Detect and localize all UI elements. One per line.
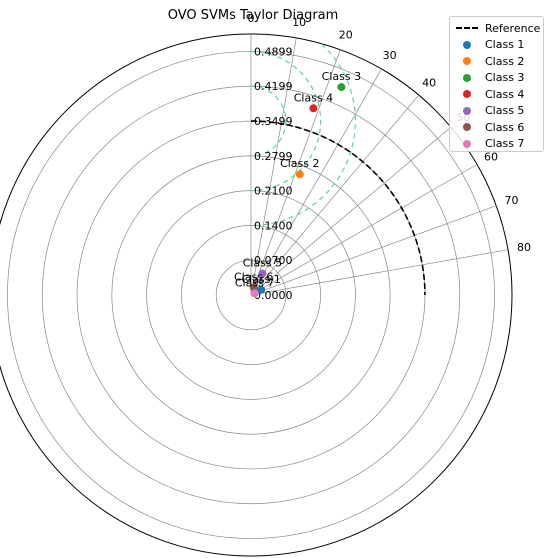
angle-spoke (250, 68, 382, 296)
legend-item-class-3: Class 3 (455, 70, 538, 87)
data-point-class-1 (257, 285, 266, 294)
legend-swatch (455, 122, 479, 132)
angle-tick-label: 30 (383, 49, 397, 62)
legend-swatch (455, 139, 479, 149)
legend-label: Class 3 (485, 71, 525, 85)
data-point-class-2 (295, 170, 304, 179)
chart-title: OVO SVMs Taylor Diagram (168, 8, 339, 23)
data-points (249, 83, 346, 298)
radial-tick-labels: 0.00000.07000.14000.21000.27990.34990.41… (254, 45, 293, 302)
radial-tick-label: 0.0700 (254, 254, 293, 267)
reference-arc (250, 120, 426, 296)
legend: Reference Class 1 Class 2 Class 3 Class 4 Cl… (449, 16, 544, 152)
angle-spoke (250, 49, 341, 296)
radial-tick-label: 0.4899 (254, 45, 293, 58)
data-point-label: Class 1 (241, 273, 280, 286)
legend-swatch (455, 106, 479, 116)
polar-grid (0, 33, 513, 557)
angle-spoke (250, 37, 297, 296)
angle-tick-label: 60 (484, 150, 498, 163)
angle-tick-label: 40 (422, 77, 436, 90)
rms-contours (250, 43, 357, 227)
rms-contour (250, 43, 357, 227)
legend-label: Class 2 (485, 54, 525, 68)
data-point-label: Class 6 (234, 271, 273, 284)
legend-item-class-1: Class 1 (455, 37, 538, 54)
legend-item-class-4: Class 4 (455, 86, 538, 103)
data-point-label: Class 3 (322, 70, 361, 83)
angle-spoke (250, 126, 452, 296)
data-point-label: Class 4 (294, 91, 333, 104)
angle-spoke (250, 164, 478, 296)
angle-tick-label: 10 (292, 16, 306, 29)
legend-reference-swatch (455, 23, 479, 33)
radial-tick-label: 0.3499 (254, 115, 293, 128)
legend-swatch (455, 73, 479, 83)
data-point-class-3 (337, 83, 346, 92)
legend-item-reference: Reference (455, 20, 541, 37)
legend-swatch (455, 40, 479, 50)
legend-item-class-2: Class 2 (455, 53, 538, 70)
radial-tick-label: 0.1400 (254, 219, 293, 232)
rms-contour (250, 85, 287, 157)
radial-tick-label: 0.2799 (254, 150, 293, 163)
data-point-label: Class 5 (243, 256, 282, 269)
data-point-label: Class 7 (235, 276, 274, 289)
legend-label: Class 7 (485, 137, 525, 151)
angle-tick-label: 20 (339, 29, 353, 42)
legend-swatch (455, 89, 479, 99)
radial-tick-label: 0.2100 (254, 185, 293, 198)
radial-tick-label: 0.4199 (254, 80, 293, 93)
legend-swatch (455, 56, 479, 66)
legend-item-class-7: Class 7 (455, 136, 538, 153)
legend-label: Class 6 (485, 120, 525, 134)
legend-label: Class 5 (485, 104, 525, 118)
data-point-class-4 (309, 104, 318, 113)
data-point-class-5 (258, 269, 267, 278)
legend-item-class-5: Class 5 (455, 103, 538, 120)
data-point-class-7 (250, 289, 259, 298)
angle-spoke (250, 94, 420, 296)
legend-label: Reference (485, 21, 541, 35)
data-point-labels: Class 1 Class 2 Class 3 Class 4 Class 5 Class… (234, 70, 361, 289)
data-point-label: Class 2 (280, 157, 319, 170)
reference-arc-group (250, 120, 426, 296)
angle-spoke (250, 249, 509, 296)
angle-tick-label: 80 (517, 241, 531, 254)
angle-spoke (250, 205, 497, 296)
angle-tick-label: 0 (248, 12, 255, 25)
rms-contour (250, 50, 322, 192)
angle-tick-label: 70 (504, 194, 518, 207)
legend-item-class-6: Class 6 (455, 119, 538, 136)
legend-label: Class 4 (485, 87, 525, 101)
legend-label: Class 1 (485, 38, 525, 52)
